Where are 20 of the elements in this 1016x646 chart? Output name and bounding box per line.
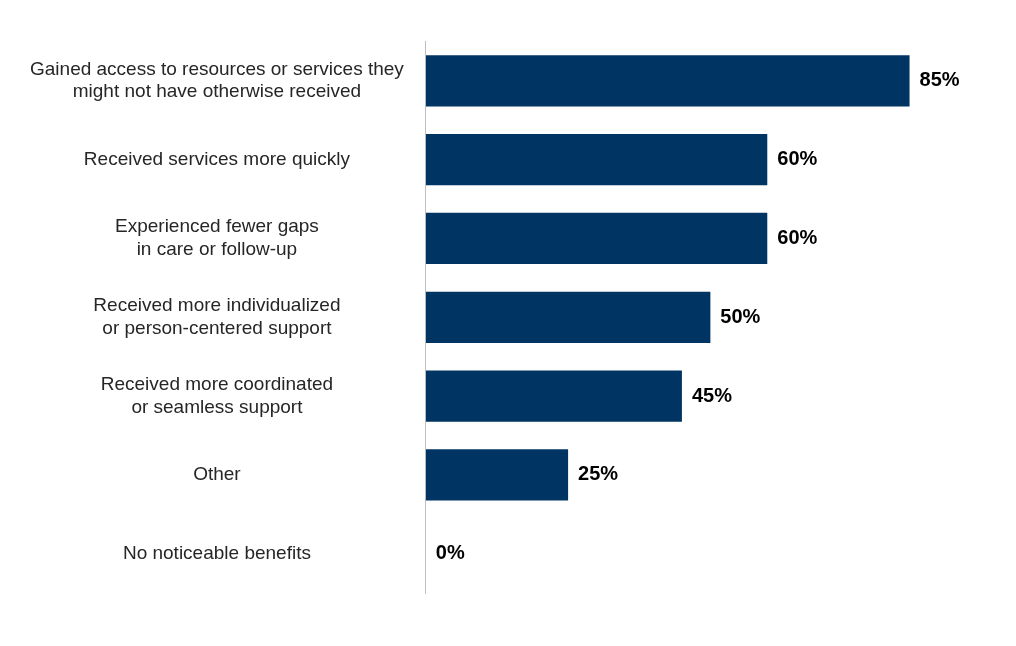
y-tick-label: Other — [193, 463, 242, 485]
bar — [425, 212, 768, 265]
data-label: 25% — [578, 462, 619, 485]
y-tick-label: Received more coordinated or seamless support — [100, 372, 334, 417]
bar — [425, 449, 569, 501]
y-tick-label: Experienced fewer gaps in care or follow-up — [114, 215, 319, 260]
data-label: 60% — [777, 147, 818, 170]
data-label: 60% — [777, 225, 818, 248]
bar — [425, 134, 768, 186]
y-tick-label: Received services more quickly — [83, 147, 351, 169]
data-label: 50% — [720, 304, 761, 327]
data-label: 85% — [919, 68, 960, 91]
y-tick-label: Gained access to resources or services they might not have otherwise received — [29, 57, 405, 102]
bar — [425, 291, 711, 343]
y-tick-label: Received more individualized or person-centered support — [93, 294, 341, 338]
bar — [425, 55, 910, 107]
data-label: 0% — [435, 541, 465, 564]
y-tick-label: No noticeable benefits — [122, 542, 311, 564]
data-label: 45% — [691, 383, 733, 406]
bar — [425, 370, 682, 422]
